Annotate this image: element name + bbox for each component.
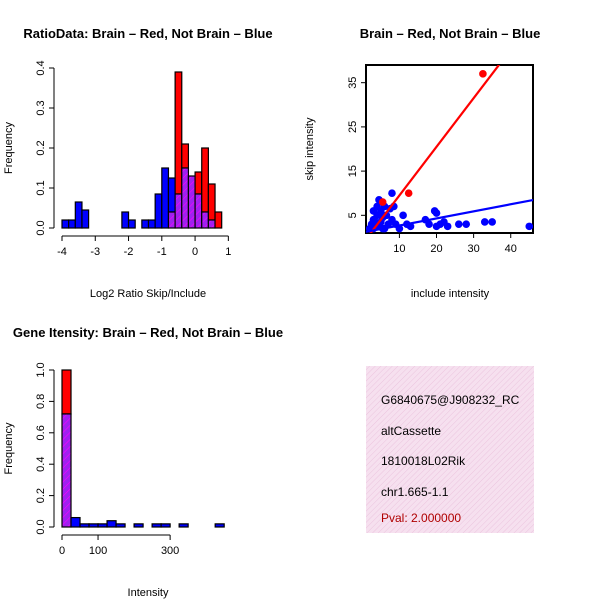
point-not-brain bbox=[443, 222, 452, 231]
x-tick-label: 300 bbox=[161, 545, 179, 557]
y-tick-label: 0.8 bbox=[35, 394, 47, 409]
x-tick-label: -3 bbox=[90, 246, 100, 258]
chart-title-intensity_hist: Gene Itensity: Brain – Red, Not Brain – … bbox=[13, 325, 283, 340]
bar-brain bbox=[181, 143, 190, 169]
x-tick-label: -4 bbox=[57, 246, 67, 258]
bar-overlap bbox=[194, 193, 203, 229]
bar-not-brain bbox=[81, 209, 90, 229]
point-not-brain bbox=[432, 209, 441, 217]
chart-title-ratio_hist: RatioData: Brain – Red, Not Brain – Blue bbox=[23, 26, 272, 41]
info-line: G6840675@J908232_RC bbox=[381, 393, 520, 407]
point-not-brain bbox=[399, 211, 407, 220]
bar-brain bbox=[214, 211, 223, 229]
y-tick-label: 5 bbox=[347, 212, 359, 218]
y-tick-label: 0.4 bbox=[35, 60, 47, 75]
y-tick-label: 0.0 bbox=[35, 220, 47, 235]
x-tick-label: 20 bbox=[430, 243, 442, 255]
bar-not-brain bbox=[88, 523, 99, 528]
bar-not-brain bbox=[68, 219, 76, 229]
scatter-content bbox=[366, 65, 533, 233]
y-tick-label: 0.2 bbox=[35, 140, 47, 155]
bar-brain bbox=[194, 171, 203, 195]
point-not-brain bbox=[480, 218, 489, 226]
point-not-brain bbox=[425, 220, 433, 228]
bar-overlap bbox=[187, 175, 196, 229]
bar-not-brain bbox=[127, 219, 136, 229]
y-tick-label: 0.4 bbox=[35, 457, 47, 472]
bar-not-brain bbox=[70, 516, 81, 528]
x-axis-label: include intensity bbox=[411, 288, 490, 300]
point-not-brain bbox=[373, 202, 381, 211]
y-axis-label: Frequency bbox=[3, 122, 15, 174]
bar-brain bbox=[61, 369, 72, 415]
bar-overlap bbox=[167, 211, 176, 229]
bar-not-brain bbox=[161, 167, 170, 229]
bar-not-brain bbox=[121, 211, 130, 229]
x-tick-label: 1 bbox=[225, 246, 231, 258]
bar-overlap bbox=[174, 193, 183, 229]
x-tick-label: 30 bbox=[467, 243, 479, 255]
x-tick-label: -2 bbox=[124, 246, 134, 258]
bar-overlap bbox=[207, 219, 216, 229]
plot-frame bbox=[365, 64, 534, 234]
x-axis-label: Log2 Ratio Skip/Include bbox=[90, 288, 206, 300]
x-tick-label: 100 bbox=[89, 545, 107, 557]
chart-title-scatter: Brain – Red, Not Brain – Blue bbox=[360, 26, 541, 41]
bar-not-brain bbox=[178, 523, 189, 528]
info-line: chr1.665-1.1 bbox=[381, 485, 449, 499]
bar-not-brain bbox=[167, 177, 176, 213]
bar-brain bbox=[207, 183, 216, 221]
point-brain bbox=[404, 189, 413, 198]
y-tick-label: 15 bbox=[347, 165, 359, 177]
info-line: 1810018L02Rik bbox=[381, 454, 466, 468]
y-tick-label: 0.0 bbox=[35, 519, 47, 534]
point-brain bbox=[479, 70, 487, 78]
bar-not-brain bbox=[106, 520, 117, 528]
y-tick-label: 0.3 bbox=[35, 100, 47, 115]
bar-overlap bbox=[181, 167, 190, 229]
bar-not-brain bbox=[97, 523, 108, 528]
pval-text: Pval: 2.000000 bbox=[381, 511, 461, 525]
bar-brain bbox=[174, 71, 183, 195]
y-tick-label: 0.2 bbox=[35, 488, 47, 503]
bar-not-brain bbox=[133, 523, 144, 528]
info-panel bbox=[366, 366, 534, 533]
bar-brain bbox=[201, 147, 209, 213]
bar-not-brain bbox=[154, 193, 163, 229]
point-not-brain bbox=[462, 220, 471, 228]
bar-not-brain bbox=[141, 219, 150, 229]
bar-not-brain bbox=[214, 523, 225, 528]
bar-overlap bbox=[61, 413, 72, 528]
point-not-brain bbox=[454, 220, 463, 228]
fit-line-not-brain bbox=[366, 198, 533, 233]
bar-not-brain bbox=[151, 523, 162, 528]
x-tick-label: 0 bbox=[59, 545, 65, 557]
x-tick-label: 0 bbox=[192, 246, 198, 258]
y-axis-label: skip intensity bbox=[304, 117, 316, 180]
x-tick-label: -1 bbox=[157, 246, 167, 258]
point-brain bbox=[378, 198, 387, 206]
bar-not-brain bbox=[74, 201, 83, 229]
x-tick-label: 10 bbox=[393, 243, 405, 255]
y-axis-label: Frequency bbox=[3, 422, 15, 474]
info-line: altCassette bbox=[381, 424, 441, 438]
bar-not-brain bbox=[147, 219, 156, 229]
x-axis-label: Intensity bbox=[128, 587, 169, 599]
x-tick-label: 40 bbox=[505, 243, 517, 255]
y-tick-label: 0.6 bbox=[35, 425, 47, 440]
fit-line-brain bbox=[369, 65, 501, 233]
point-not-brain bbox=[488, 218, 496, 226]
bar-not-brain bbox=[79, 523, 90, 528]
y-tick-label: 1.0 bbox=[35, 362, 47, 377]
y-tick-label: 25 bbox=[347, 121, 359, 133]
y-tick-label: 35 bbox=[347, 77, 359, 89]
bar-not-brain bbox=[160, 523, 171, 528]
bar-not-brain bbox=[61, 219, 70, 229]
point-not-brain bbox=[525, 222, 533, 231]
bar-overlap bbox=[201, 211, 209, 229]
bar-not-brain bbox=[115, 523, 126, 528]
y-tick-label: 0.1 bbox=[35, 180, 47, 195]
point-not-brain bbox=[388, 189, 396, 198]
